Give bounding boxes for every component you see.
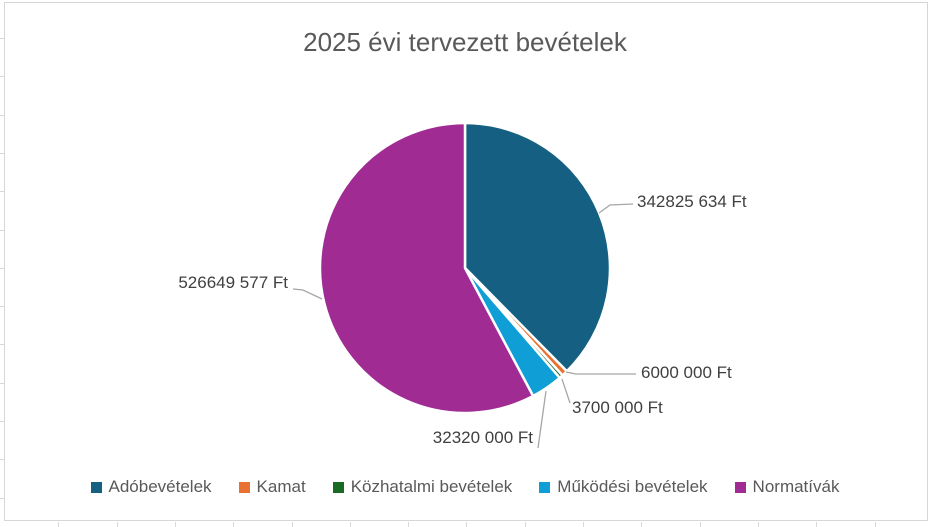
data-label-adobevetelek[interactable]: 342825 634 Ft xyxy=(637,192,747,211)
legend-item-mukodesi[interactable]: Működési bevételek xyxy=(539,477,708,497)
legend-swatch-normativak-icon xyxy=(734,482,746,493)
spreadsheet-gridline-stub xyxy=(816,522,817,527)
data-label-kamat[interactable]: 6000 000 Ft xyxy=(641,363,732,382)
spreadsheet-gridline-stub xyxy=(0,344,4,345)
spreadsheet-gridline-stub xyxy=(0,383,4,384)
spreadsheet-gridline-stub xyxy=(0,76,4,77)
legend-label: Normatívák xyxy=(752,477,840,496)
spreadsheet-gridline-stub xyxy=(0,230,4,231)
spreadsheet-gridline-stub xyxy=(0,153,4,154)
leader-line-1 xyxy=(565,371,636,375)
legend-label: Kamat xyxy=(256,477,306,496)
spreadsheet-gridline-stub xyxy=(0,191,4,192)
spreadsheet-gridline-stub xyxy=(175,522,176,527)
spreadsheet-gridline-stub xyxy=(466,522,467,527)
data-label-normativak[interactable]: 526649 577 Ft xyxy=(178,273,288,292)
legend-swatch-mukodesi-icon xyxy=(539,482,551,493)
data-label-kozhatalmi[interactable]: 3700 000 Ft xyxy=(572,398,663,417)
spreadsheet-gridline-stub xyxy=(58,522,59,527)
spreadsheet-gridline-stub xyxy=(350,522,351,527)
leader-line-3 xyxy=(537,390,547,449)
legend-item-adobevetelek[interactable]: Adóbevételek xyxy=(90,477,212,497)
spreadsheet-gridline-stub xyxy=(0,498,4,499)
data-label-mukodesi[interactable]: 32320 000 Ft xyxy=(432,428,533,447)
pie-slice-4[interactable] xyxy=(318,121,535,415)
spreadsheet-gridline-stub xyxy=(0,268,4,269)
spreadsheet-gridline-stub xyxy=(641,522,642,527)
legend-label: Közhatalmi bevételek xyxy=(350,477,513,496)
legend-item-normativak[interactable]: Normatívák xyxy=(734,477,840,497)
legend-swatch-kozhatalmi-icon xyxy=(332,482,344,493)
spreadsheet-gridline-stub xyxy=(700,522,701,527)
legend-label: Működési bevételek xyxy=(557,477,708,496)
legend-label: Adóbevételek xyxy=(108,477,212,496)
legend-item-kozhatalmi[interactable]: Közhatalmi bevételek xyxy=(332,477,513,497)
spreadsheet-gridline-stub xyxy=(0,306,4,307)
spreadsheet-gridline-stub xyxy=(525,522,526,527)
spreadsheet-gridline-stub xyxy=(408,522,409,527)
spreadsheet-gridline-stub xyxy=(292,522,293,527)
leader-line-2 xyxy=(561,378,571,404)
legend-swatch-kamat-icon xyxy=(238,482,250,493)
spreadsheet-gridline-stub xyxy=(875,522,876,527)
chart-legend: Adóbevételek Kamat Közhatalmi bevételek … xyxy=(0,472,930,502)
spreadsheet-gridline-stub xyxy=(0,459,4,460)
leader-line-0 xyxy=(598,203,634,214)
spreadsheet-gridline-stub xyxy=(0,115,4,116)
legend-item-kamat[interactable]: Kamat xyxy=(238,477,306,497)
chart-title[interactable]: 2025 évi tervezett bevételek xyxy=(303,27,627,57)
spreadsheet-gridline-stub xyxy=(0,38,4,39)
spreadsheet-gridline-stub xyxy=(758,522,759,527)
spreadsheet-gridline-stub xyxy=(0,421,4,422)
spreadsheet-gridline-stub xyxy=(583,522,584,527)
spreadsheet-gridline-stub xyxy=(117,522,118,527)
legend-swatch-adobevetelek-icon xyxy=(90,482,102,493)
spreadsheet-gridline-stub xyxy=(233,522,234,527)
leader-line-4 xyxy=(292,288,323,300)
